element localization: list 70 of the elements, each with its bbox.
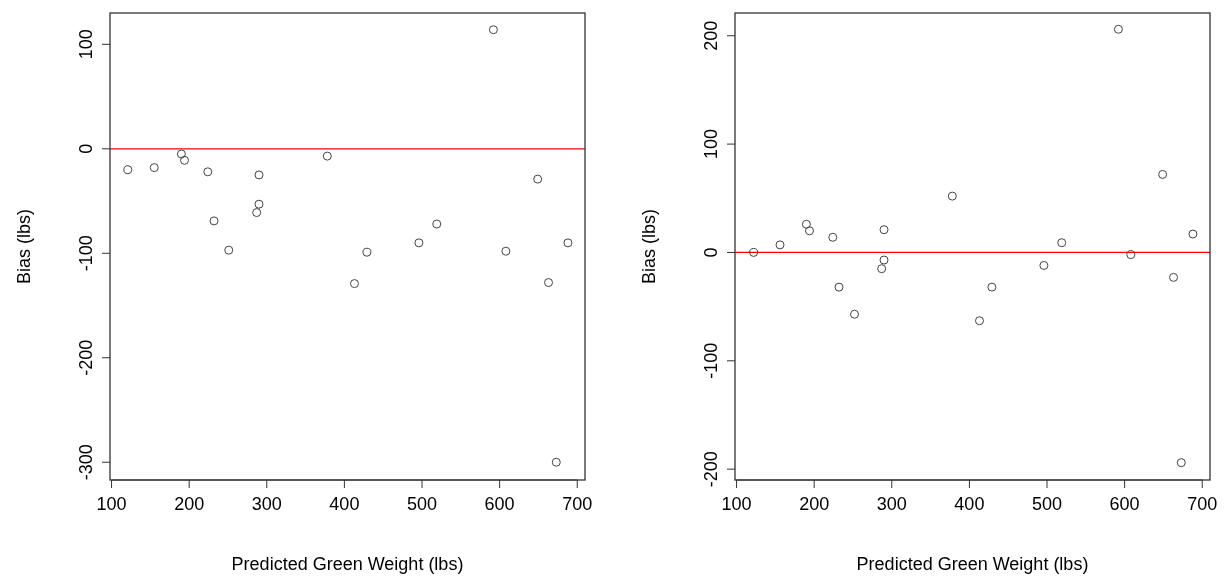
x-tick-label: 700 xyxy=(562,494,593,514)
y-tick-label: -100 xyxy=(76,235,96,272)
point xyxy=(322,151,332,161)
point xyxy=(252,208,262,218)
point xyxy=(176,149,186,159)
point xyxy=(533,174,543,184)
point xyxy=(879,225,889,235)
point xyxy=(1176,458,1186,468)
point xyxy=(362,247,372,257)
x-tick-label: 300 xyxy=(251,494,282,514)
point xyxy=(1039,260,1049,270)
point xyxy=(544,278,554,288)
point xyxy=(1057,238,1067,248)
point xyxy=(563,238,573,248)
y-tick-label: -100 xyxy=(701,342,721,379)
x-tick-label: 600 xyxy=(484,494,515,514)
point xyxy=(877,264,887,274)
point xyxy=(974,316,984,326)
point xyxy=(551,457,561,467)
point xyxy=(501,246,511,256)
point xyxy=(801,219,811,229)
x-tick-label: 400 xyxy=(329,494,360,514)
point xyxy=(828,232,838,242)
x-tick-label: 600 xyxy=(1109,494,1140,514)
x-tick-label: 700 xyxy=(1187,494,1218,514)
y-tick-label: 100 xyxy=(76,29,96,60)
point xyxy=(1113,24,1123,34)
x-tick-label: 200 xyxy=(174,494,205,514)
y-tick-label: 100 xyxy=(701,129,721,160)
point xyxy=(1158,169,1168,179)
x-tick-label: 100 xyxy=(721,494,752,514)
y-tick-label: -300 xyxy=(76,444,96,481)
point xyxy=(349,279,359,289)
y-tick-label: -200 xyxy=(701,451,721,488)
x-tick-label: 300 xyxy=(876,494,907,514)
y-tick-label: -200 xyxy=(76,339,96,376)
point xyxy=(1188,229,1198,239)
point xyxy=(749,247,759,257)
y-tick-label: 0 xyxy=(76,143,96,154)
point xyxy=(203,167,213,177)
point xyxy=(1126,250,1136,260)
point xyxy=(414,238,424,248)
x-tick-label: 200 xyxy=(799,494,830,514)
point xyxy=(987,282,997,292)
y-tick-label: 200 xyxy=(701,20,721,51)
point xyxy=(254,170,264,180)
y-axis-title: Bias (lbs) xyxy=(14,208,34,285)
x-tick-label: 400 xyxy=(954,494,985,514)
point xyxy=(488,25,498,35)
point xyxy=(254,199,264,209)
point xyxy=(149,163,159,173)
point xyxy=(834,282,844,292)
point xyxy=(775,240,785,250)
x-tick-label: 500 xyxy=(406,494,438,514)
x-axis-title: Predicted Green Weight (lbs) xyxy=(231,554,464,574)
point xyxy=(850,309,860,319)
point xyxy=(432,219,442,229)
point xyxy=(123,165,133,175)
y-tick-label: 0 xyxy=(701,247,721,258)
x-axis-title: Predicted Green Weight (lbs) xyxy=(856,554,1089,574)
point xyxy=(947,191,957,201)
point xyxy=(879,255,889,265)
y-axis-title: Bias (lbs) xyxy=(639,208,659,285)
x-tick-label: 100 xyxy=(96,494,127,514)
point xyxy=(209,216,219,226)
point xyxy=(805,226,815,236)
point xyxy=(224,245,234,255)
point xyxy=(1169,272,1179,282)
point xyxy=(180,155,190,165)
x-tick-label: 500 xyxy=(1031,494,1063,514)
